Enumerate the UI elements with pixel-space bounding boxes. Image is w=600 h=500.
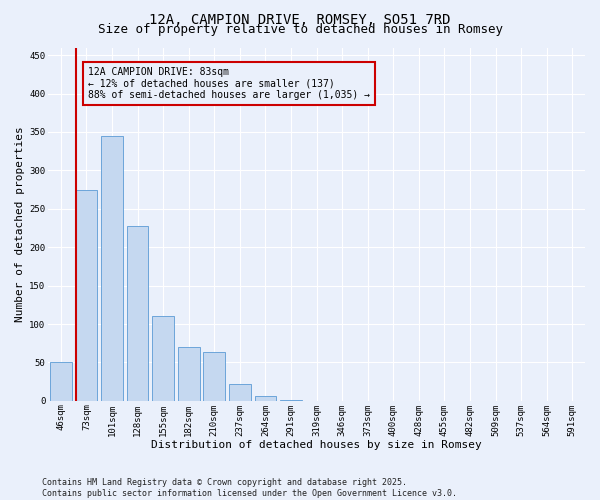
Bar xyxy=(101,136,123,401)
Bar xyxy=(178,347,200,401)
Bar xyxy=(254,396,276,401)
Bar xyxy=(50,362,72,401)
Y-axis label: Number of detached properties: Number of detached properties xyxy=(15,126,25,322)
Text: Contains HM Land Registry data © Crown copyright and database right 2025.
Contai: Contains HM Land Registry data © Crown c… xyxy=(42,478,457,498)
Text: Size of property relative to detached houses in Romsey: Size of property relative to detached ho… xyxy=(97,22,503,36)
Bar xyxy=(280,400,302,401)
Bar xyxy=(127,226,148,401)
Text: 12A CAMPION DRIVE: 83sqm
← 12% of detached houses are smaller (137)
88% of semi-: 12A CAMPION DRIVE: 83sqm ← 12% of detach… xyxy=(88,67,370,100)
X-axis label: Distribution of detached houses by size in Romsey: Distribution of detached houses by size … xyxy=(151,440,482,450)
Text: 12A, CAMPION DRIVE, ROMSEY, SO51 7RD: 12A, CAMPION DRIVE, ROMSEY, SO51 7RD xyxy=(149,12,451,26)
Bar xyxy=(203,352,225,401)
Bar xyxy=(229,384,251,401)
Bar xyxy=(76,190,97,401)
Bar xyxy=(152,316,174,401)
